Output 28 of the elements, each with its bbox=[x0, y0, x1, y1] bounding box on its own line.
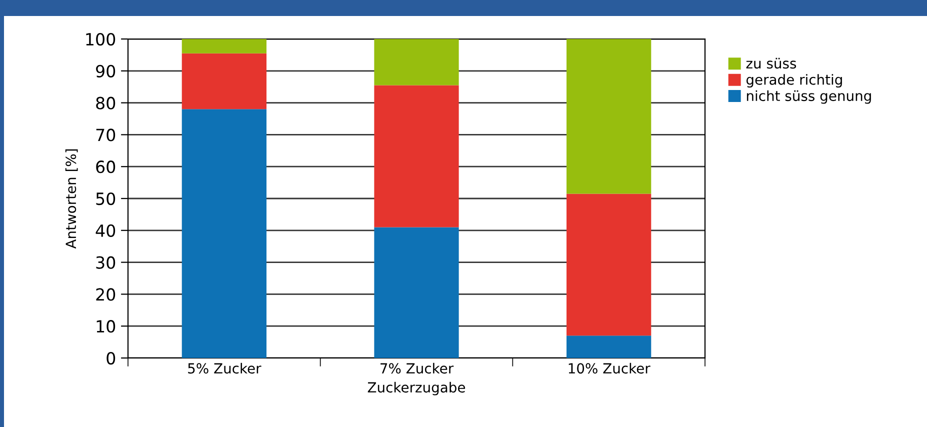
x-axis-title: Zuckerzugabe bbox=[368, 382, 466, 396]
bar bbox=[374, 85, 459, 228]
y-axis-title: Antworten [%] bbox=[65, 149, 78, 249]
x-tick-label: 7% Zucker bbox=[380, 362, 454, 374]
bar bbox=[374, 227, 459, 358]
legend-label: zu süss bbox=[746, 58, 796, 69]
bar bbox=[182, 39, 266, 54]
y-tick-label: 70 bbox=[96, 128, 116, 142]
legend-label: nicht süss genung bbox=[746, 90, 871, 104]
y-tick-label: 50 bbox=[96, 192, 116, 206]
y-tick-label: 100 bbox=[86, 32, 116, 46]
bar bbox=[182, 53, 266, 110]
bar bbox=[182, 109, 266, 358]
y-tick-label: 80 bbox=[96, 96, 116, 110]
x-tick-label: 10% Zucker bbox=[568, 362, 650, 374]
y-tick-label: 60 bbox=[96, 160, 116, 174]
bar bbox=[566, 39, 652, 194]
y-tick-label: 40 bbox=[96, 224, 116, 237]
bar bbox=[374, 39, 459, 86]
y-tick-label: 0 bbox=[106, 352, 116, 365]
y-tick-label: 10 bbox=[96, 320, 116, 333]
y-tick-label: 90 bbox=[96, 64, 116, 78]
y-tick-label: 20 bbox=[96, 288, 116, 301]
legend-label: gerade richtig bbox=[746, 74, 842, 88]
y-tick-label: 30 bbox=[96, 256, 116, 269]
x-tick-label: 5% Zucker bbox=[188, 362, 262, 374]
bar bbox=[566, 194, 652, 336]
bar bbox=[566, 336, 652, 358]
